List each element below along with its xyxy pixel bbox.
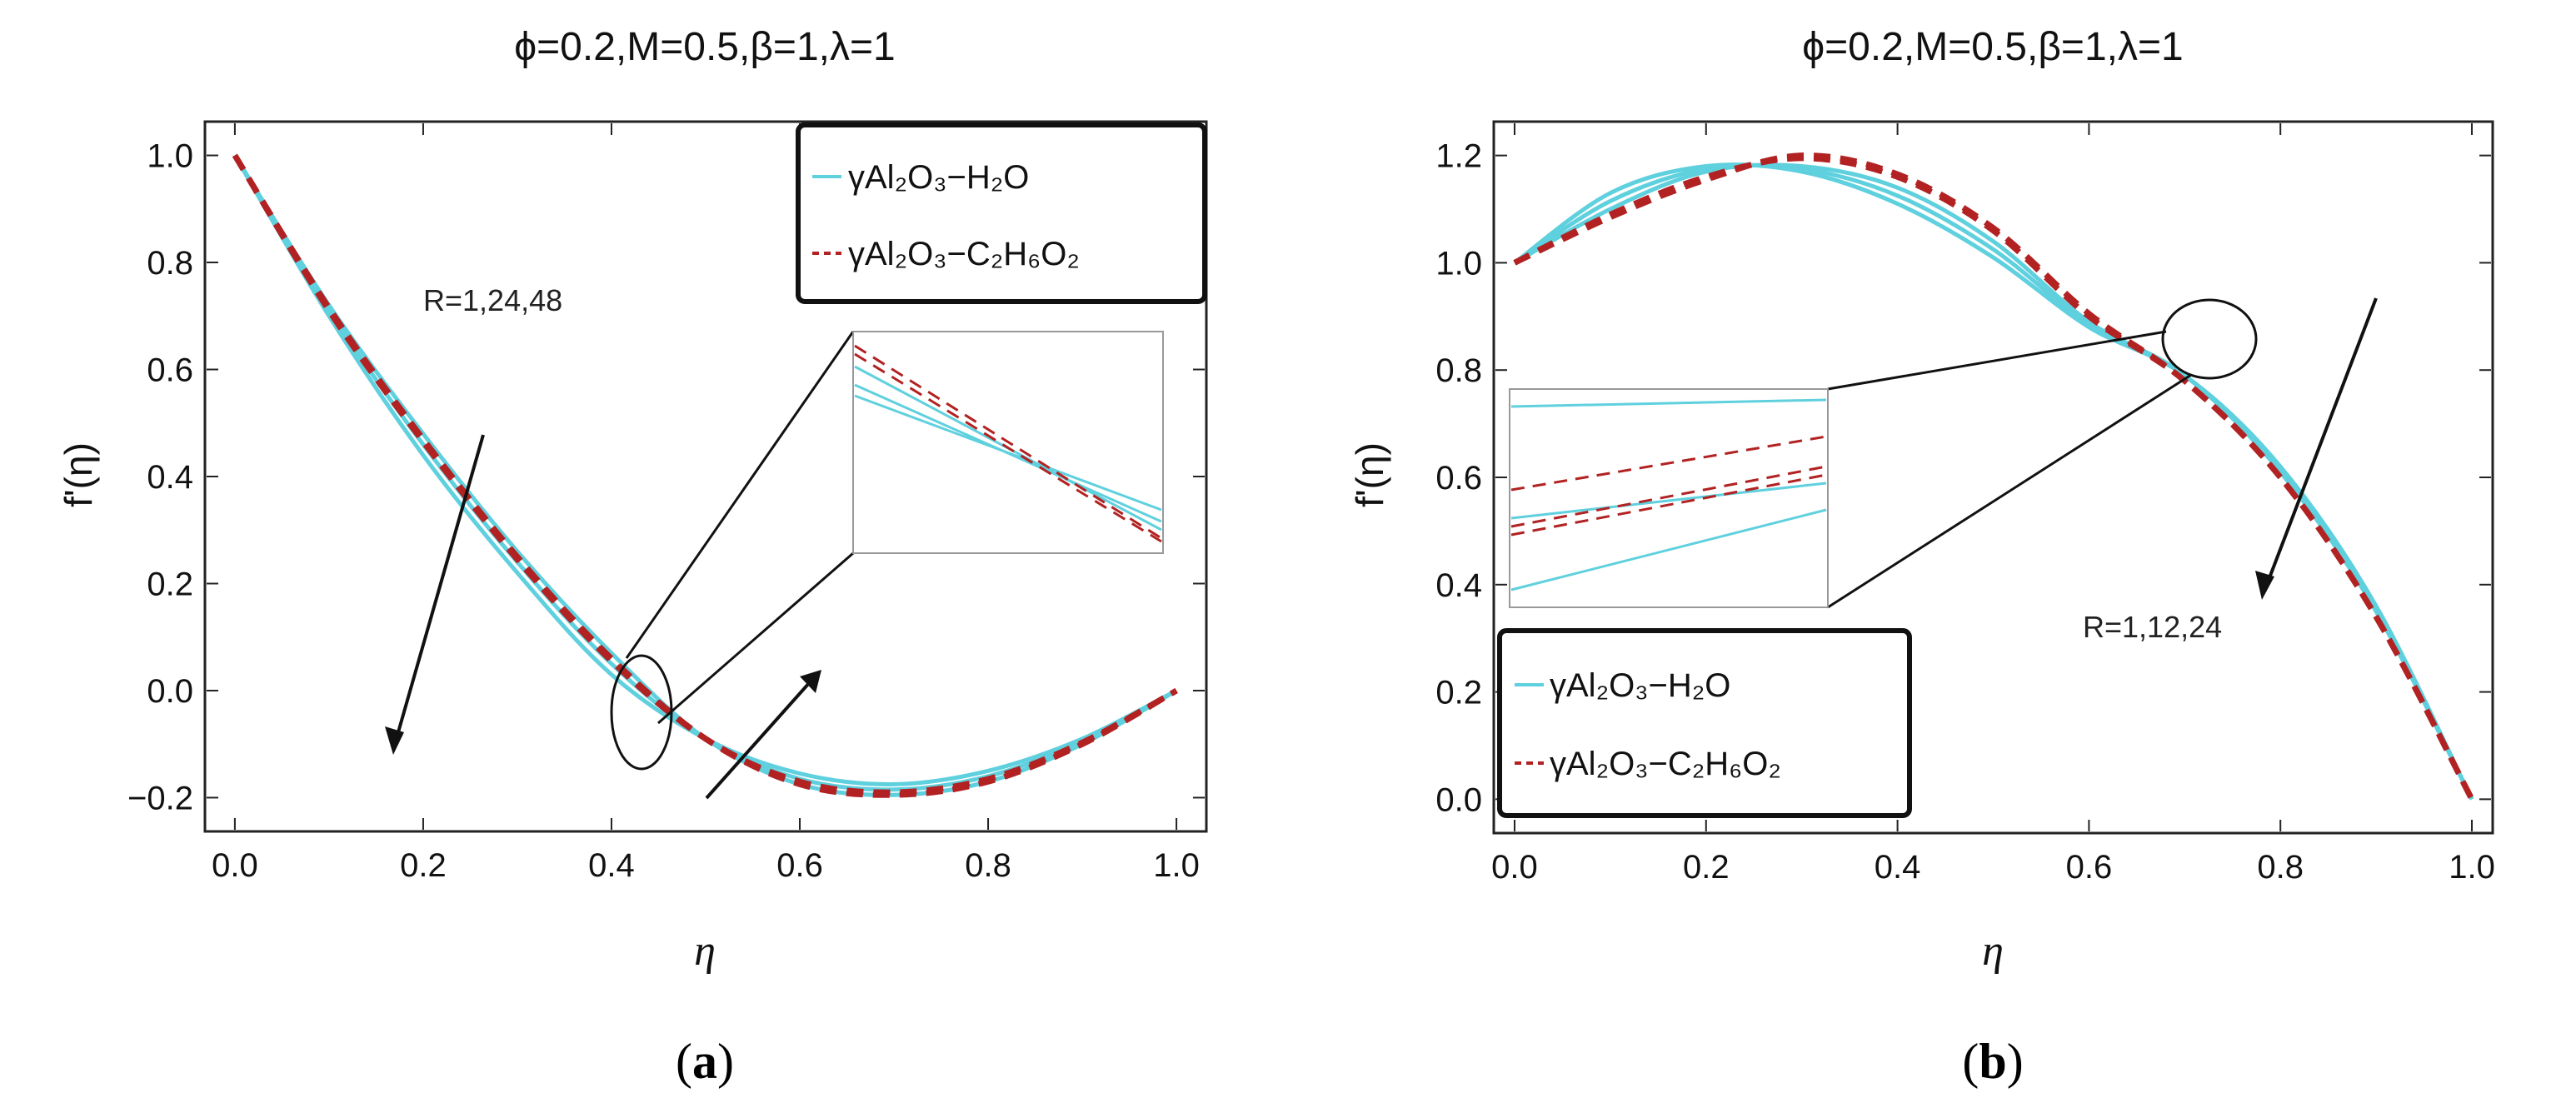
panel-a-leader-line-bottom	[657, 552, 854, 725]
panel-b-legend-glycol: γAl₂O₃−C₂H₆O₂	[1550, 746, 1781, 782]
panel-b-xtick-label: 0.0	[1491, 849, 1538, 886]
panel-b-inset-curves	[1510, 398, 1827, 591]
panel-b-ytick-label: 0.6	[1435, 460, 1482, 497]
panel-b-xtick-label: 0.2	[1683, 849, 1730, 886]
panel-b-xtick-label: 1.0	[2449, 849, 2495, 886]
panel-a-ytick-label: 0.2	[147, 566, 193, 602]
panel-a-arrow-up-head	[800, 670, 821, 693]
panel-b-legend: γAl₂O₃−H₂O γAl₂O₃−C₂H₆O₂	[1497, 628, 1912, 818]
panel-a-xtick-label: 0.4	[588, 847, 635, 884]
panel-a-ytick-label: 0.8	[147, 245, 193, 282]
panel-b-inset-glycol-line	[1510, 465, 1827, 528]
panel-b-ytick-label: 0.4	[1435, 567, 1482, 604]
panel-b-leader-line-bottom	[1827, 373, 2192, 609]
panel-b-xtick-label: 0.8	[2257, 849, 2304, 886]
panel-a-arrow-down	[392, 434, 485, 751]
panel-b-inset-water-line	[1510, 398, 1827, 408]
panel-b-ytick-label: 0.0	[1435, 781, 1482, 818]
panel-a-legend-glycol: γAl₂O₃−C₂H₆O₂	[848, 236, 1080, 272]
panel-b-inset-glycol-line	[1510, 473, 1827, 537]
panel-a-caption: (a)	[676, 1034, 734, 1089]
panel-b-inset-glycol-line	[1510, 435, 1827, 492]
panel-b-zoom-ellipse	[2161, 298, 2258, 380]
panel-a-ylabel: f'(η)	[57, 442, 100, 507]
panel-b-series-glycol-line	[1513, 152, 2475, 801]
panel-a-inset-curves	[854, 344, 1162, 543]
panel-b-xlabel: η	[1982, 927, 2004, 975]
panel-b-leader-line-top	[1827, 330, 2167, 391]
panel-b-xtick-label: 0.4	[1875, 849, 1921, 886]
panel-a-series-glycol-line	[232, 153, 1178, 798]
panel-a-xtick-label: 0.2	[400, 847, 447, 884]
panel-a-legend: γAl₂O₃−H₂O γAl₂O₃−C₂H₆O₂	[796, 122, 1207, 304]
panel-a-ytick-label: 0.0	[147, 673, 193, 710]
panel-a-xtick-label: 0.6	[776, 847, 823, 884]
panel-b-arrow-head	[2255, 571, 2274, 600]
panel-b-ylabel: f'(η)	[1348, 442, 1391, 507]
panel-b-caption: (b)	[1962, 1034, 2023, 1089]
panel-a-ytick-label: −0.2	[127, 780, 193, 816]
panel-a-title: ϕ=0.2,M=0.5,β=1,λ=1	[514, 25, 895, 69]
panel-b-inset-water-line	[1510, 508, 1827, 591]
panel-b: ϕ=0.2,M=0.5,β=1,λ=1 0.0 0.2 0.4 0.6 0.8 1.0 0.…	[1348, 25, 2495, 1089]
panel-b-ytick-label: 1.0	[1435, 245, 1482, 282]
panel-a-legend-water: γAl₂O₃−H₂O	[848, 159, 1029, 196]
panel-b-xtick-label: 0.6	[2066, 849, 2113, 886]
panel-a-ytick-label: 1.0	[147, 138, 193, 175]
panel-b-inset	[1509, 388, 1829, 608]
panel-b-title: ϕ=0.2,M=0.5,β=1,λ=1	[1802, 25, 2183, 69]
panel-a-xlabel: η	[694, 927, 716, 975]
panel-b-annotation: R=1,12,24	[2083, 610, 2222, 644]
panel-a-annotation: R=1,24,48	[423, 283, 562, 317]
panel-b-inset-water-line	[1510, 482, 1827, 520]
panel-b-frame	[1492, 120, 2494, 835]
panel-a-legend-box	[796, 122, 1207, 304]
panel-b-ytick-label: 1.2	[1435, 138, 1482, 175]
panel-a-inset-glycol-line	[854, 344, 1162, 540]
panel-a-ytick-label: 0.4	[147, 459, 193, 496]
panel-a-frame	[203, 120, 1208, 833]
panel-a: ϕ=0.2,M=0.5,β=1,λ=1 0.0 0.2 0.4 0.6 0.8 1.0 −0…	[57, 25, 1208, 1089]
panel-b-ytick-label: 0.8	[1435, 352, 1482, 389]
panel-b-legend-water: γAl₂O₃−H₂O	[1550, 667, 1730, 704]
panel-b-series-water-line	[1513, 162, 2474, 801]
panel-a-xtick-label: 1.0	[1153, 847, 1200, 884]
panel-b-ytick-label: 0.2	[1435, 675, 1482, 711]
panel-a-xtick-label: 0.8	[965, 847, 1011, 884]
panel-a-ytick-label: 0.6	[147, 352, 193, 389]
panel-b-legend-box	[1497, 628, 1912, 818]
panel-a-arrow-down-head	[385, 726, 404, 755]
panel-a-inset-glycol-line	[854, 352, 1162, 543]
panel-a-arrow-up	[705, 673, 818, 800]
panel-a-xtick-label: 0.0	[212, 847, 258, 884]
panel-b-arrow	[2262, 297, 2378, 594]
panel-a-inset-water-line	[854, 394, 1162, 512]
panel-a-leader-line-top	[625, 331, 855, 659]
